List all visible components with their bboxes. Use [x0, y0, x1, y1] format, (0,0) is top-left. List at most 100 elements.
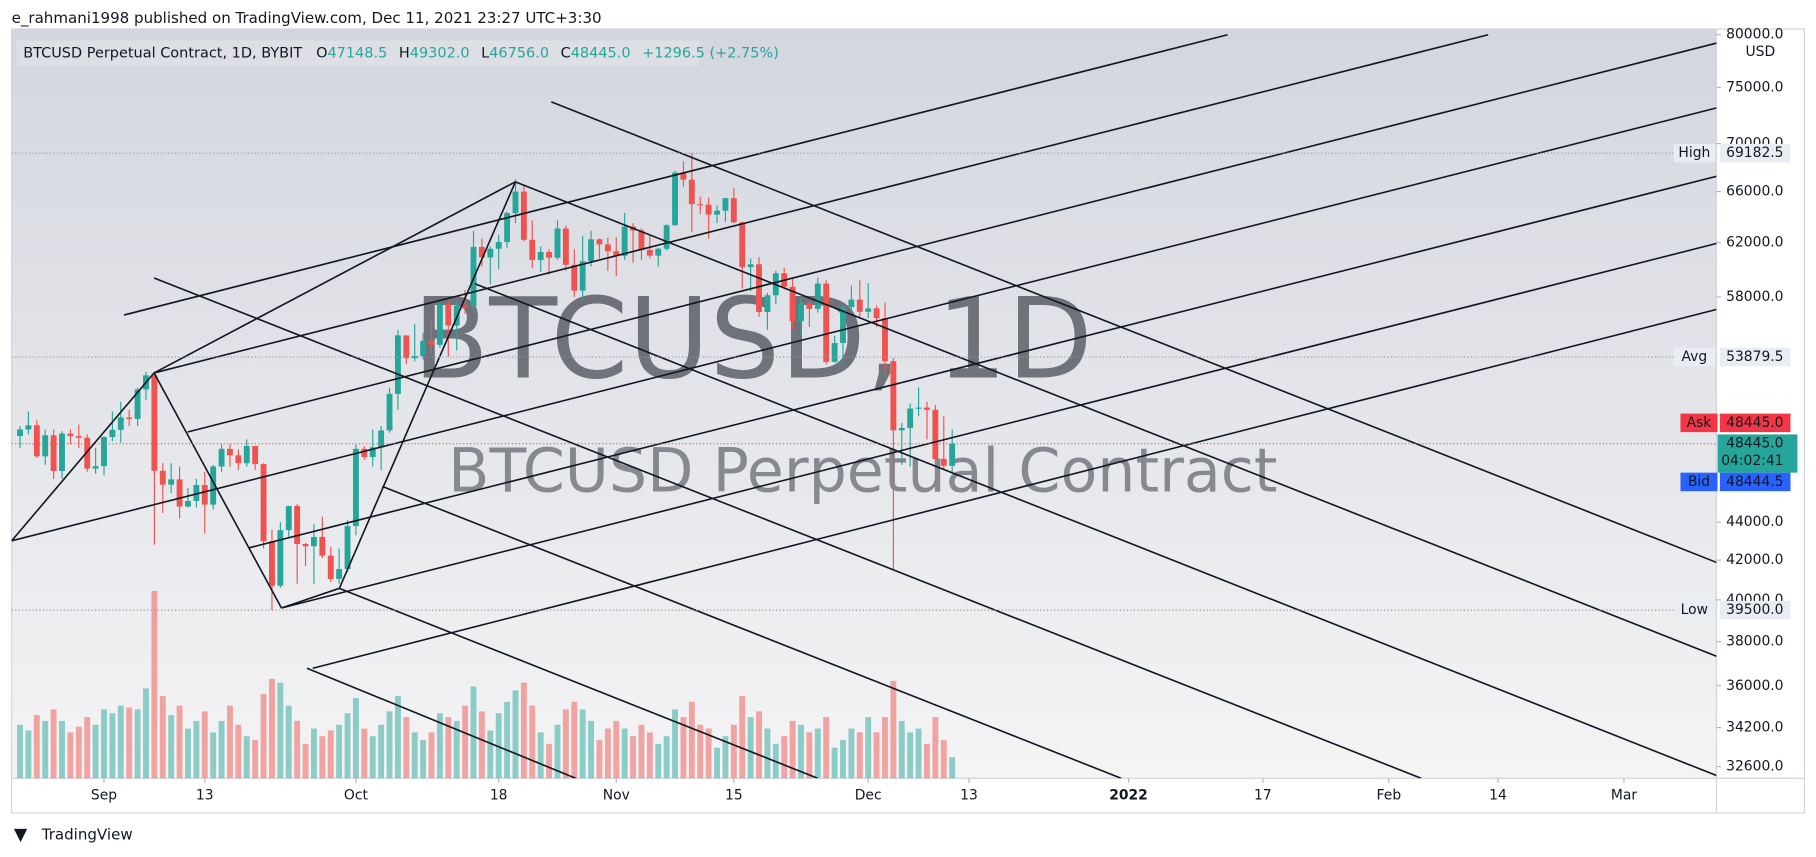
x-tick-label: Nov: [603, 788, 630, 804]
candle-body: [294, 506, 301, 544]
candle-body: [378, 430, 385, 448]
footer-brand: TradingView: [41, 825, 133, 843]
candle-body: [831, 343, 838, 362]
price-line-value: 53879.5: [1726, 349, 1783, 365]
candle-body: [915, 407, 922, 409]
volume-bar: [243, 736, 250, 779]
volume-bar: [554, 724, 561, 779]
candle-body: [898, 427, 905, 431]
x-tick-label: Mar: [1611, 788, 1637, 804]
volume-bar: [856, 732, 863, 779]
candle-body: [311, 536, 317, 547]
volume-bar: [109, 713, 116, 779]
volume-bar: [697, 724, 704, 779]
ohlc-legend: BTCUSD Perpetual Contract, 1D, BYBIT O47…: [23, 45, 779, 61]
candle-body: [84, 437, 91, 469]
volume-bar: [915, 728, 922, 779]
volume-bar: [546, 743, 553, 779]
bid-name-bg: [1680, 472, 1718, 492]
candle-body: [101, 437, 107, 467]
candle-body: [756, 264, 762, 312]
volume-bar: [101, 709, 107, 779]
candle-body: [336, 569, 343, 579]
candle-body: [227, 448, 233, 456]
candle-body: [151, 375, 158, 471]
series: [17, 153, 956, 779]
volume-bar: [806, 732, 813, 779]
x-tick-label: 13: [960, 788, 978, 804]
volume-bar: [201, 711, 208, 779]
candle-body: [168, 479, 175, 485]
volume-bar: [143, 688, 149, 779]
candle-body: [848, 299, 855, 308]
candle-body: [495, 242, 502, 249]
volume-bar: [411, 732, 418, 779]
volume-bar: [814, 728, 821, 779]
candle-body: [436, 304, 443, 345]
candle-body: [613, 251, 620, 256]
volume-bar: [218, 720, 225, 779]
volume-bar: [949, 757, 956, 779]
volume-bar: [487, 730, 494, 779]
volume-bar: [42, 720, 49, 779]
volume-bar: [420, 740, 427, 779]
x-tick-label: 18: [490, 788, 508, 804]
volume-bar: [50, 709, 57, 779]
x-tick-label: Dec: [855, 788, 882, 804]
candle-body: [823, 283, 830, 362]
candle-body: [75, 436, 82, 438]
legend-change: +1296.5 (+2.75%): [642, 45, 779, 61]
volume-bar: [571, 701, 578, 779]
candle-body: [117, 417, 124, 430]
volume-bar: [621, 728, 628, 779]
x-tick-label: 15: [725, 788, 743, 804]
candle-body: [67, 433, 74, 437]
candle-body: [907, 408, 914, 428]
volume-bar: [117, 705, 124, 779]
candle-body: [159, 470, 166, 485]
candle-body: [806, 303, 813, 309]
x-tick-label: 13: [196, 788, 214, 804]
volume-bar: [722, 736, 729, 779]
ask-value-bg: [1719, 413, 1791, 433]
candle-body: [739, 222, 746, 268]
candle-body: [672, 172, 678, 226]
ask-name-bg: [1680, 413, 1718, 433]
candle-body: [747, 264, 754, 268]
legend-c-label: C: [561, 45, 571, 61]
volume-bar: [596, 740, 603, 779]
candle-body: [554, 228, 561, 258]
volume-bar: [705, 728, 712, 779]
volume-bar: [25, 730, 32, 779]
volume-bar: [588, 720, 595, 779]
candle-body: [537, 251, 544, 260]
candle-body: [588, 239, 595, 262]
plot-bg: [11, 28, 1717, 779]
candle-body: [17, 429, 23, 437]
volume-bar: [378, 724, 385, 779]
candle-body: [924, 407, 930, 410]
volume-bar: [59, 720, 65, 779]
volume-bar: [168, 715, 175, 779]
volume-bar: [848, 728, 855, 779]
volume-bar: [336, 724, 343, 779]
volume-bar: [495, 713, 502, 779]
price-line-name: Low: [1681, 602, 1708, 618]
volume-bar: [17, 724, 23, 779]
volume-bar: [756, 711, 762, 779]
candle-body: [890, 361, 897, 431]
volume-bar: [302, 743, 309, 779]
volume-bar: [907, 732, 914, 779]
candle-body: [59, 433, 65, 471]
candle-body: [840, 307, 846, 344]
volume-bar: [369, 736, 376, 779]
x-tick-label: 14: [1489, 788, 1507, 804]
legend-bg: [16, 40, 700, 67]
candle-body: [714, 210, 720, 215]
volume-bar: [730, 724, 737, 779]
candle-body: [865, 308, 872, 312]
candle-body: [638, 230, 645, 250]
candle-body: [604, 244, 611, 252]
candle-body: [25, 425, 32, 430]
volume-bar: [680, 717, 687, 779]
